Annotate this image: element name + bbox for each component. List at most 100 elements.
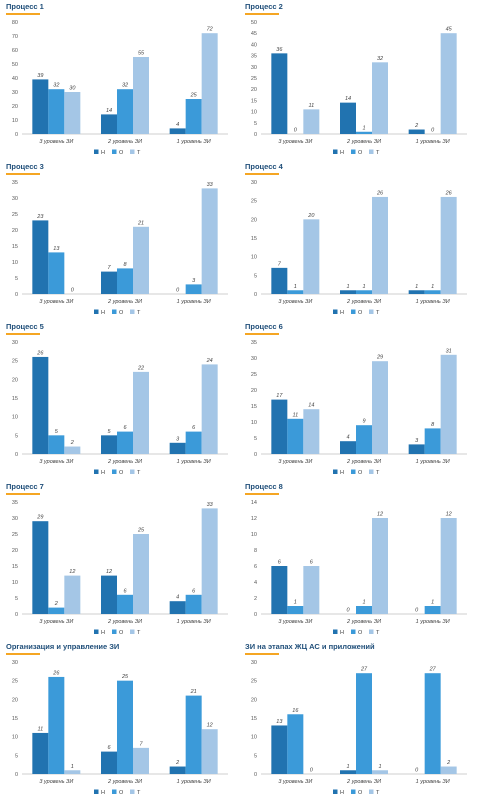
data-label: 1 [294,600,297,606]
chart-title: Процесс 8 [245,482,283,491]
bar [48,607,65,614]
chart-title: Процесс 2 [245,2,283,11]
bar [201,188,218,294]
y-tick-label: 25 [251,372,257,378]
chart-panel-2: Процесс 2 0 5 10 15 20 25 30 35 40 45 50 36 0 11 3 уров… [241,0,477,160]
data-label: 0 [415,768,419,774]
bar [64,92,81,134]
title-underline [6,173,40,175]
legend-swatch [351,469,356,474]
legend-label: Н [340,790,344,796]
y-tick-label: 20 [251,697,257,703]
title-underline [6,493,40,495]
bar [48,676,65,774]
y-tick-label: 10 [251,110,257,116]
bar [133,371,149,454]
x-tick-label: 3 уровень ЗИ [278,139,312,145]
x-tick-label: 2 уровень ЗИ [107,619,142,625]
y-tick-label: 0 [15,772,18,778]
legend-label: Т [137,470,141,476]
bar [201,33,218,135]
bar [356,290,372,294]
data-label: 0 [71,288,75,294]
data-label: 23 [36,214,44,220]
data-label: 21 [137,220,144,226]
legend-swatch [112,149,117,154]
y-tick-label: 35 [251,54,257,60]
y-tick-label: 0 [254,292,257,298]
data-label: 4 [346,435,349,441]
legend-swatch [94,789,99,794]
data-label: 33 [207,502,214,508]
legend-label: Н [340,470,344,476]
data-label: 3 [176,436,180,442]
y-tick-label: 5 [254,436,257,442]
legend-swatch [351,309,356,314]
y-tick-label: 15 [12,716,18,722]
x-tick-label: 3 уровень ЗИ [278,459,312,465]
y-tick-label: 2 [254,596,257,602]
data-label: 0 [310,768,314,774]
x-tick-label: 3 уровень ЗИ [278,619,312,625]
data-label: 6 [123,425,127,431]
y-tick-label: 60 [12,48,18,54]
data-label: 14 [345,96,351,102]
x-tick-label: 2 уровень ЗИ [107,299,142,305]
data-label: 32 [53,83,59,89]
bar [356,606,372,614]
data-label: 6 [107,745,111,751]
data-label: 20 [307,213,315,219]
title-underline [245,173,279,175]
bar [48,252,65,294]
legend-label: Н [101,150,105,156]
bar [133,57,149,134]
bar [408,290,425,294]
data-label: 2 [175,760,179,766]
x-tick-label: 1 уровень ЗИ [177,139,211,145]
bar [271,53,288,134]
bar [32,521,49,614]
bar [303,409,320,454]
chart-title: Процесс 5 [6,322,44,331]
title-underline [6,333,40,335]
data-label: 2 [446,760,450,766]
data-label: 1 [71,764,74,770]
chart-panel-3: Процесс 3 0 5 10 15 20 25 30 35 23 13 0 3 уровень ЗИ… [2,160,238,320]
data-label: 16 [292,708,299,714]
x-tick-label: 1 уровень ЗИ [416,619,450,625]
y-tick-label: 10 [12,735,18,741]
bar [424,428,441,454]
y-tick-label: 15 [12,244,18,250]
legend-label: Н [340,630,344,636]
y-tick-label: 4 [254,580,257,586]
y-tick-label: 45 [251,31,257,37]
data-label: 1 [294,284,297,290]
data-label: 1 [362,600,365,606]
legend-swatch [333,469,338,474]
y-tick-label: 50 [12,62,18,68]
legend-swatch [112,309,117,314]
y-tick-label: 10 [251,532,257,538]
legend-label: О [358,630,363,636]
legend-swatch [369,789,374,794]
data-label: 32 [377,56,383,62]
bar [201,508,218,614]
x-tick-label: 1 уровень ЗИ [177,619,211,625]
data-label: 0 [176,288,180,294]
chart-panel-8: Процесс 8 0 2 4 6 8 10 12 14 6 1 6 3 уровень ЗИ 0 1 12 2… [241,480,477,640]
bar [372,770,388,774]
bar-chart: 0 5 10 15 20 25 30 26 5 2 3 уровень ЗИ 5 6 22 2 уровен… [12,340,228,476]
y-tick-label: 5 [15,276,18,282]
bar [440,196,457,294]
bar [185,431,202,454]
legend-swatch [130,789,135,794]
y-tick-label: 10 [12,260,18,266]
bar [201,729,218,774]
y-tick-label: 15 [12,396,18,402]
y-tick-label: 25 [12,679,18,685]
title-underline [245,13,279,15]
data-label: 22 [137,365,144,371]
bar [32,220,49,294]
title-underline [6,653,40,655]
